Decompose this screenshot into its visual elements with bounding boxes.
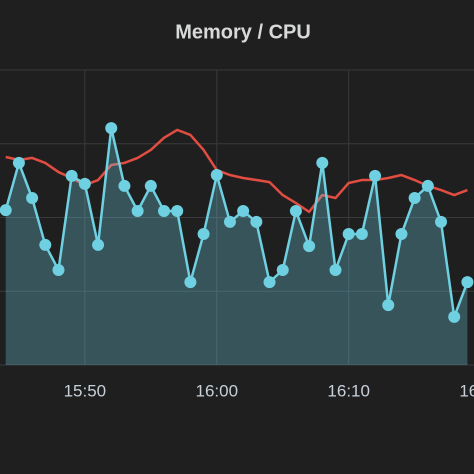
x-tick-label: 15:50 — [64, 381, 107, 400]
point — [250, 215, 263, 228]
point — [52, 264, 65, 277]
point — [435, 215, 448, 228]
point — [131, 205, 144, 218]
point — [65, 169, 78, 182]
point — [144, 179, 157, 192]
point — [118, 179, 131, 192]
point — [78, 177, 91, 190]
point — [395, 228, 408, 241]
point — [421, 179, 434, 192]
point — [210, 169, 223, 182]
point — [26, 192, 39, 205]
point — [39, 238, 52, 251]
point — [263, 276, 276, 289]
point — [316, 156, 329, 169]
point — [329, 264, 342, 277]
point — [237, 205, 250, 218]
x-tick-label: 16:10 — [327, 381, 370, 400]
point — [276, 264, 289, 277]
point — [0, 204, 12, 217]
point — [342, 228, 355, 241]
point — [289, 205, 302, 218]
point — [461, 276, 474, 289]
point — [303, 240, 316, 253]
point — [382, 299, 395, 312]
point — [158, 205, 171, 218]
point — [369, 169, 382, 182]
point — [105, 122, 118, 135]
point — [408, 192, 421, 205]
point — [92, 238, 105, 251]
point — [197, 228, 210, 241]
chart-title: Memory / CPU — [175, 21, 311, 43]
point — [355, 228, 368, 241]
point — [184, 276, 197, 289]
x-tick-label: 16:20 — [459, 381, 474, 400]
x-tick-label: 16:00 — [196, 381, 239, 400]
point — [171, 205, 184, 218]
point — [448, 310, 461, 323]
point — [12, 156, 25, 169]
point — [223, 215, 236, 228]
